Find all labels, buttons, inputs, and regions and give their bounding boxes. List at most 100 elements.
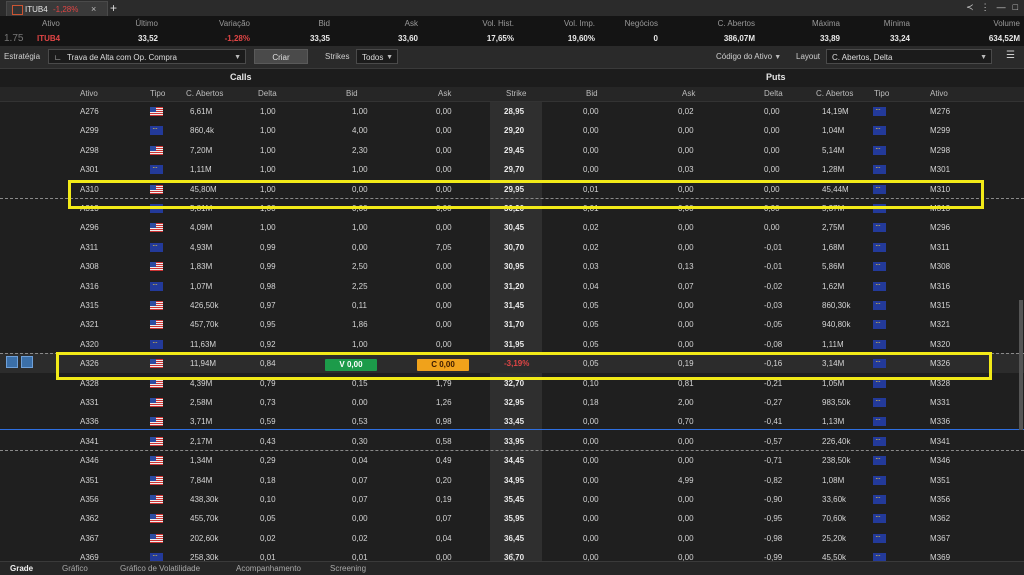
bottom-tab-4[interactable]: Screening (330, 564, 367, 573)
table-row[interactable]: A356 438,30k 0,10 0,07 0,19 35,45 0,00 0,00 -0,9… (0, 489, 1024, 509)
quote-header: 1.75 Ativo ITUB4 Último 33,52 Variação -1,28%… (0, 16, 1024, 46)
settings-icon[interactable]: ⋮ (980, 2, 990, 12)
column-header-12[interactable]: Ativo (930, 89, 948, 98)
european-flag-icon (873, 357, 886, 369)
table-row[interactable]: A321 457,70k 0,95 1,86 0,00 31,70 0,05 0,00 -0,0… (0, 314, 1024, 334)
sell-button[interactable]: V 0,00 (325, 359, 377, 372)
cell-ca: A321 (80, 320, 99, 330)
codigo-ativo-dropdown[interactable]: Código do Ativo ▼ (716, 52, 781, 61)
cell-ca: A362 (80, 514, 99, 524)
cell-poi: 5,86M (822, 262, 845, 272)
column-header-9[interactable]: Delta (764, 89, 783, 98)
column-header-5[interactable]: Ask (438, 89, 452, 98)
layout-select[interactable]: C. Abertos, Delta ▼ (826, 49, 992, 64)
american-flag-icon (150, 359, 163, 369)
cell-pb: 0,00 (583, 456, 599, 466)
cell-poi: 14,19M (822, 107, 849, 116)
strategy-select[interactable]: ∟ Trava de Alta com Op. Compra ▼ (48, 49, 246, 64)
quote-value-10: 33,24 (889, 34, 910, 43)
cell-coi: 438,30k (190, 495, 219, 504)
cell-ca: A331 (80, 398, 99, 407)
table-row[interactable]: A346 1,34M 0,29 0,04 0,49 34,45 0,00 0,00 -0,71 2… (0, 450, 1024, 470)
cell-ca: A316 (80, 281, 99, 291)
book-icon[interactable] (21, 356, 33, 368)
cell-strike: 31,45 (504, 301, 525, 310)
cell-coi: 3,71M (190, 417, 213, 427)
cell-poi: 33,60k (822, 495, 847, 504)
tab-itub4[interactable]: ITUB4 -1,28% × (6, 1, 108, 17)
column-header-11[interactable]: Tipo (874, 89, 890, 98)
table-row[interactable]: A308 1,83M 0,99 2,50 0,00 30,95 0,03 0,13 -0,01 5… (0, 256, 1024, 276)
quote-value-4: 33,60 (397, 34, 418, 43)
cell-coi: 2,58M (190, 398, 213, 407)
table-row[interactable]: A311 4,93M 0,99 0,00 7,05 30,70 0,02 0,00 -0,01 1… (0, 237, 1024, 257)
table-row[interactable]: A328 4,39M 0,79 0,15 1,79 32,70 0,10 0,81 -0,21 1… (0, 373, 1024, 393)
table-row[interactable]: A276 6,61M 1,00 1,00 0,00 28,95 0,00 0,02 0,00 14… (0, 101, 1024, 121)
table-row[interactable]: A301 1,11M 1,00 1,00 0,00 29,70 0,00 0,03 0,00 1,… (0, 159, 1024, 179)
close-tab-icon[interactable]: × (91, 4, 97, 14)
cell-ca: A356 (80, 495, 99, 504)
restore-icon[interactable]: □ (1012, 2, 1018, 12)
table-row[interactable]: A331 2,58M 0,73 0,00 1,26 32,95 0,18 2,00 -0,27 9… (0, 392, 1024, 412)
column-header-7[interactable]: Bid (586, 89, 598, 98)
cell-pa: 0,00 (678, 126, 694, 136)
table-row[interactable]: A351 7,84M 0,18 0,07 0,20 34,95 0,00 4,99 -0,82 1… (0, 470, 1024, 490)
strikes-select[interactable]: Todos ▼ (356, 49, 398, 64)
table-row[interactable]: A310 45,80M 1,00 0,00 0,00 29,95 0,01 0,00 0,00 4… (0, 179, 1024, 199)
quote-value-6: 19,60% (567, 34, 595, 43)
european-flag-icon (873, 493, 886, 504)
table-row[interactable]: A296 4,09M 1,00 1,00 0,00 30,45 0,02 0,00 0,00 2,… (0, 217, 1024, 237)
cell-strike: 33,45 (504, 417, 525, 427)
column-header-8[interactable]: Ask (682, 89, 696, 98)
column-header-1[interactable]: Tipo (150, 89, 166, 98)
table-row[interactable]: A298 7,20M 1,00 2,30 0,00 29,45 0,00 0,00 0,00 5,… (0, 140, 1024, 160)
table-row[interactable]: A315 426,50k 0,97 0,11 0,00 31,45 0,05 0,00 -0,0… (0, 295, 1024, 315)
cell-poi: 226,40k (822, 436, 851, 446)
buy-button[interactable]: C 0,00 (417, 359, 469, 372)
column-header-2[interactable]: C. Abertos (186, 89, 224, 98)
criar-button[interactable]: Criar (254, 49, 308, 64)
american-flag-icon (150, 533, 163, 543)
bottom-tab-2[interactable]: Gráfico de Volatilidade (120, 564, 201, 573)
chart-icon[interactable] (6, 356, 18, 368)
column-header-6[interactable]: Strike (506, 89, 527, 98)
cell-pa: 0,00 (678, 242, 694, 252)
cell-pa: 0,07 (678, 281, 694, 291)
cell-cb: 0,02 (352, 533, 368, 543)
minimize-icon[interactable]: — (996, 2, 1006, 12)
table-row[interactable]: A326 11,94M 0,84 V 0,00 C 0,00 -3,19% 0,05 0,19… (0, 353, 1024, 374)
cell-cd: 1,00 (260, 107, 276, 116)
table-row[interactable]: A367 202,60k 0,02 0,02 0,04 36,45 0,00 0,00 -0,9… (0, 528, 1024, 548)
table-row[interactable]: A336 3,71M 0,59 0,53 0,98 33,45 0,00 0,70 -0,41 1… (0, 411, 1024, 431)
cell-pa2: M331 (930, 398, 951, 407)
cell-pa: 0,00 (678, 436, 694, 446)
bottom-tab-0[interactable]: Grade (10, 564, 34, 573)
cell-ca: A320 (80, 339, 99, 349)
table-row[interactable]: A341 2,17M 0,43 0,30 0,58 33,95 0,00 0,00 -0,57 2… (0, 431, 1024, 451)
column-header-4[interactable]: Bid (346, 89, 358, 98)
scrollbar[interactable] (1019, 300, 1023, 430)
table-row[interactable]: A362 455,70k 0,05 0,00 0,07 35,95 0,00 0,00 -0,9… (0, 508, 1024, 528)
american-flag-icon (150, 417, 163, 427)
column-header-0[interactable]: Ativo (80, 89, 98, 98)
table-row[interactable]: A299 860,4k 1,00 4,00 0,00 29,20 0,00 0,00 0,00 1… (0, 120, 1024, 140)
column-header-3[interactable]: Delta (258, 89, 277, 98)
share-icon[interactable]: ≺ (966, 2, 974, 12)
table-row[interactable]: A316 1,07M 0,98 2,25 0,00 31,20 0,04 0,07 -0,02 1… (0, 276, 1024, 296)
cell-pd: 0,00 (764, 165, 780, 175)
bottom-tab-1[interactable]: Gráfico (62, 564, 88, 573)
cell-pb: 0,04 (583, 281, 599, 291)
cell-pb: 0,10 (583, 378, 599, 388)
grid-settings-icon[interactable]: ☰ (1006, 50, 1015, 61)
american-flag-icon (150, 378, 163, 388)
cell-pd: -0,57 (764, 436, 783, 446)
column-header-10[interactable]: C. Abertos (816, 89, 854, 98)
european-flag-icon (150, 124, 163, 136)
table-row[interactable]: A369 258,30k 0,01 0,01 0,00 36,70 0,00 0,00 -0,9… (0, 547, 1024, 567)
add-tab-button[interactable]: + (110, 1, 118, 15)
cell-coi: 1,07M (190, 281, 213, 291)
table-row[interactable]: A320 11,63M 0,92 1,00 0,00 31,95 0,05 0,00 -0,08… (0, 334, 1024, 354)
chevron-up-icon[interactable]: ⌃ (508, 552, 516, 562)
bottom-tab-3[interactable]: Acompanhamento (236, 564, 301, 573)
american-flag-icon (150, 456, 163, 466)
